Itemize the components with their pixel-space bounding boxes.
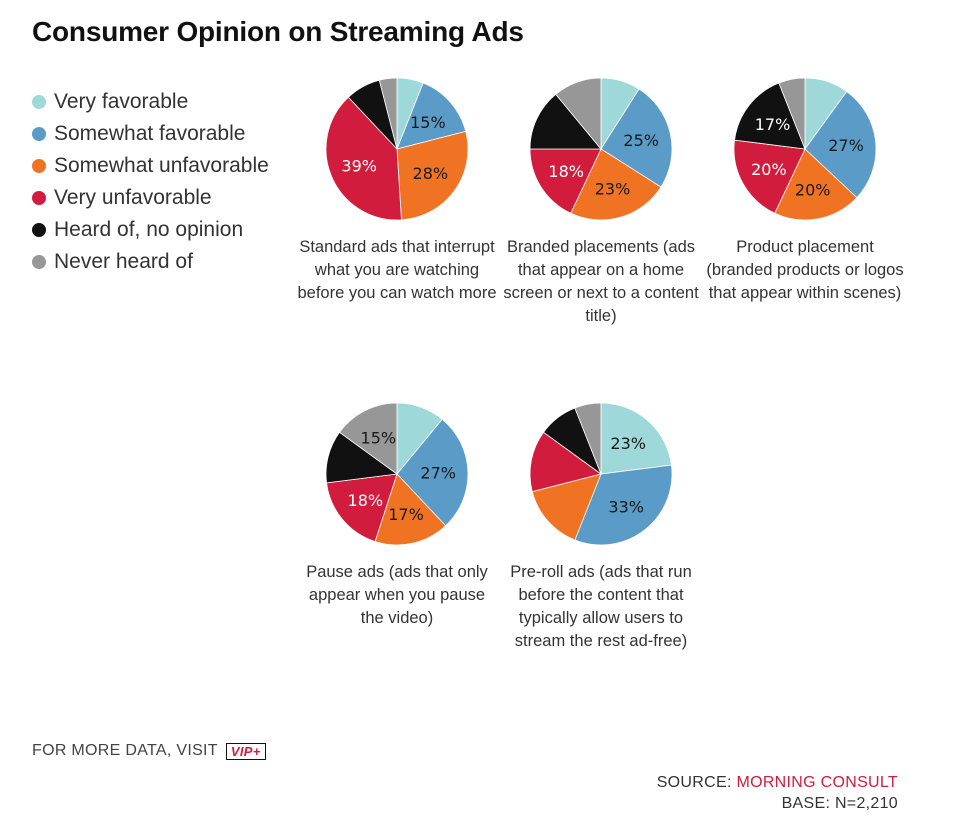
slice-label: 23% [595,180,631,199]
pie-svg: 25% 23% 18% [529,77,673,221]
legend-swatch [32,159,46,173]
pie-svg: 15% 28% 39% [325,77,469,221]
pie-slice [529,148,602,214]
pie-chart: 23% 33% Pre-roll ads (ads that run before … [501,401,701,653]
pie-slice [529,93,602,150]
legend-item: Somewhat unfavorable [32,150,269,182]
legend: Very favorable Somewhat favorable Somewhat… [32,86,269,278]
slice-label: 33% [608,498,644,517]
legend-item: Somewhat favorable [32,118,269,150]
pie-slice [733,139,806,214]
source-note: SOURCE: MORNING CONSULT BASE: N=2,210 [657,772,898,814]
pie-svg: 27% 17%18% 15% [325,402,469,546]
legend-item: Heard of, no opinion [32,214,269,246]
pie-slice [396,82,467,150]
legend-label: Somewhat unfavorable [54,154,269,177]
base-note: BASE: N=2,210 [781,795,898,812]
slice-label: 15% [361,428,397,447]
pie-chart: 15% 28% 39% Standard ads that interrupt wha… [297,76,497,305]
more-data-note: FOR MORE DATA, VISIT VIP+ [32,742,266,760]
pie-caption: Pause ads (ads that only appear when you… [306,563,488,627]
pie-slice [600,88,673,188]
slice-label: 25% [623,131,659,150]
slice-label: 27% [420,464,456,483]
pie-slice [531,473,602,541]
chart-title: Consumer Opinion on Streaming Ads [32,16,524,47]
pie-chart: 27% 17% 18% 15% Pause ads (ads that only app… [297,401,497,630]
pie-slice [574,464,673,546]
pie-slice [778,77,806,150]
slice-label: 20% [751,160,787,179]
more-data-text: FOR MORE DATA, VISIT [32,742,218,759]
slice-label: 39% [341,156,377,175]
legend-item: Very favorable [32,86,269,118]
pie-slice [600,402,672,475]
slice-label: 23% [610,434,646,453]
pie-caption: Pre-roll ads (ads that run before the co… [510,563,692,650]
pie-slice [396,418,469,527]
slice-label: 28% [413,164,449,183]
pie-chart: 27% 20% 20% 17% Product placement (branded p… [705,76,905,305]
pie-slice [326,473,398,543]
pie-slice [555,77,602,151]
pie-slice [734,82,806,150]
slice-label: 15% [410,113,446,132]
slice-label: 18% [348,491,384,510]
pie-slice [378,77,398,150]
pie-slice [574,402,602,475]
legend-label: Never heard of [54,250,193,273]
pie-slice [804,91,877,199]
legend-label: Very favorable [54,90,189,113]
pie-caption: Product placement (branded products or l… [706,238,904,302]
slice-label: 17% [755,115,791,134]
vip-plus-link[interactable]: VIP+ [225,742,266,760]
legend-swatch [32,255,46,269]
source-label: SOURCE: [656,774,732,791]
pie-caption: Standard ads that interrupt what you are… [297,238,497,302]
legend-item: Never heard of [32,246,269,278]
legend-label: Somewhat favorable [54,122,246,145]
legend-item: Very unfavorable [32,182,269,214]
legend-label: Heard of, no opinion [54,218,244,241]
pie-slice [374,473,447,546]
pie-slice [339,402,398,475]
pie-caption: Branded placements (ads that appear on a… [503,238,699,325]
pie-svg: 23% 33% [529,402,673,546]
legend-swatch [32,95,46,109]
slice-label: 17% [388,505,424,524]
pie-slice [325,96,402,221]
legend-swatch [32,127,46,141]
pie-slice [529,431,602,493]
pie-slice [774,148,858,221]
pie-slice [570,148,662,221]
legend-swatch [32,191,46,205]
slice-label: 18% [548,162,584,181]
source-name: MORNING CONSULT [736,774,898,791]
pie-slice [396,130,469,221]
legend-label: Very unfavorable [54,186,212,209]
legend-swatch [32,223,46,237]
pie-chart: 25% 23% 18% Branded placements (ads that ap… [501,76,701,328]
slice-label: 27% [828,136,864,155]
pie-svg: 27% 20% 20% 17% [733,77,877,221]
slice-label: 20% [795,181,831,200]
